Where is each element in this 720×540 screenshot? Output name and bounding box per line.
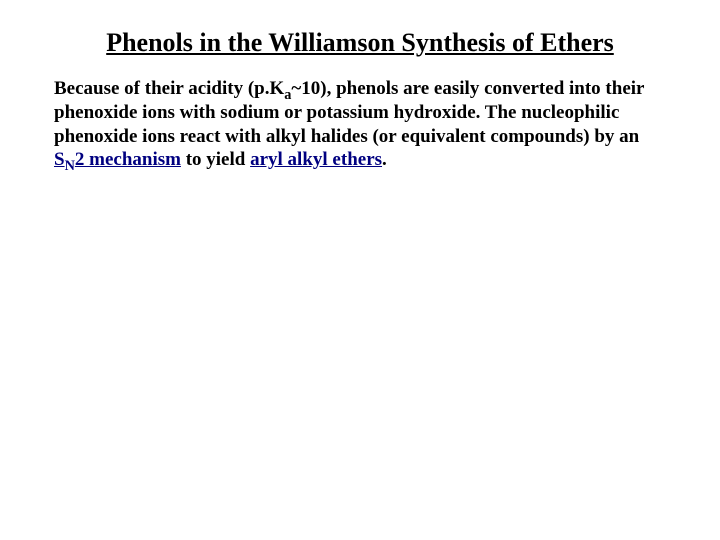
text-segment: Because of their acidity (p.K [54, 78, 284, 99]
text-segment: to yield [181, 149, 250, 170]
sn2-mechanism-link: SN2 mechanism [54, 149, 181, 170]
page-title: Phenols in the Williamson Synthesis of E… [54, 28, 666, 58]
sn2-n-subscript: N [65, 158, 75, 174]
text-segment: . [382, 149, 387, 170]
body-paragraph: Because of their acidity (p.Ka~10), phen… [54, 77, 666, 172]
slide: Phenols in the Williamson Synthesis of E… [0, 0, 720, 540]
sn2-s: S [54, 149, 65, 170]
aryl-alkyl-ethers-link: aryl alkyl ethers [250, 149, 382, 170]
sn2-rest: 2 mechanism [75, 149, 181, 170]
